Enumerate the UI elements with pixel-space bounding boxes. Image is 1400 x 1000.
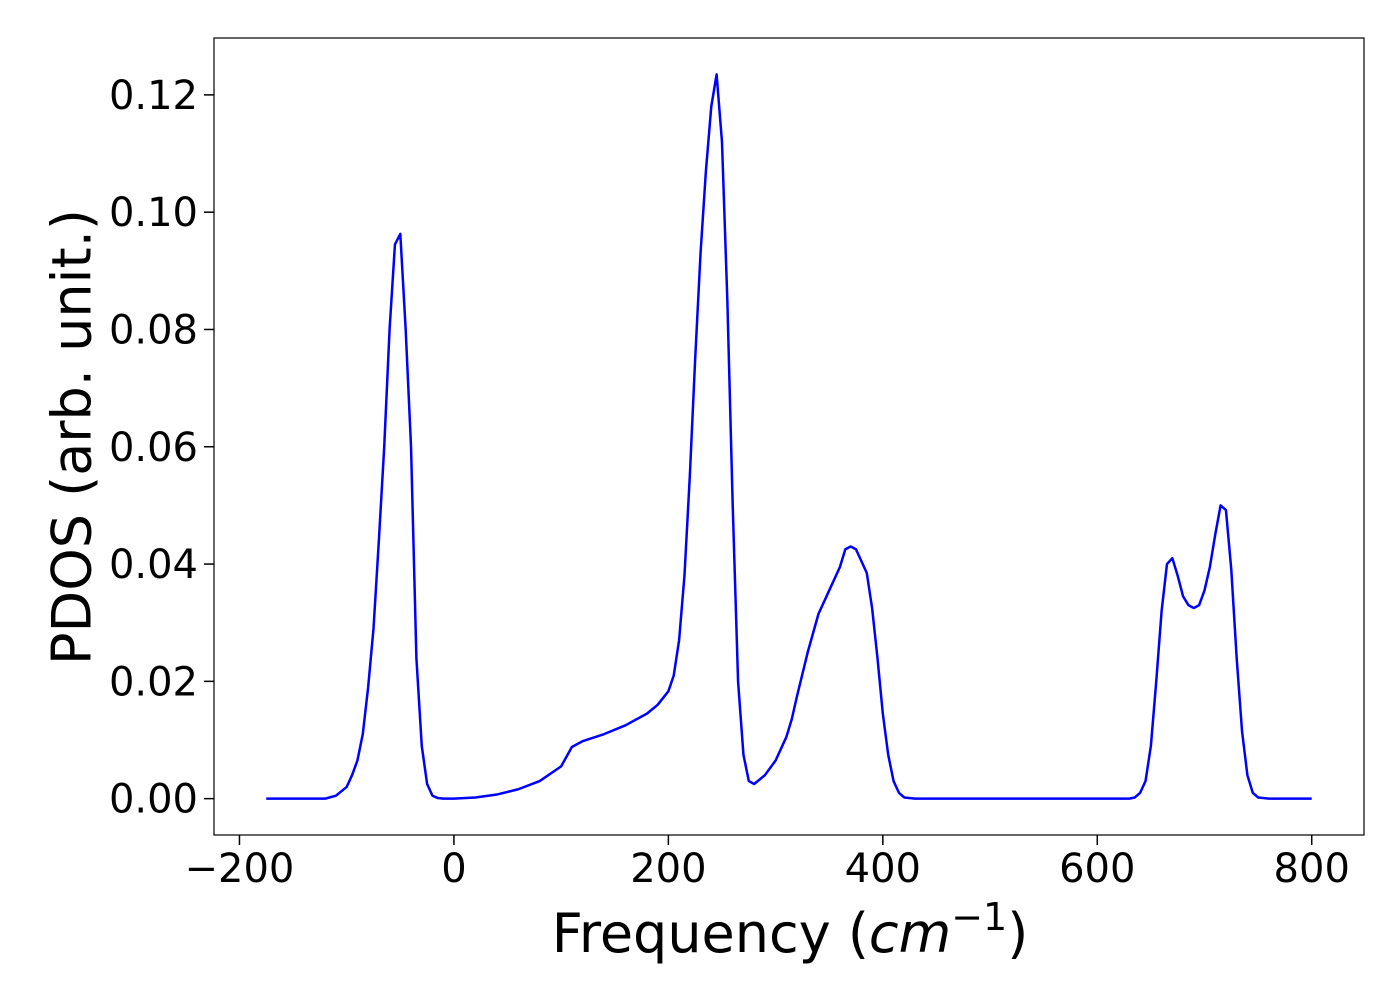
y-tick-label: 0.00 <box>109 777 198 823</box>
x-tick-label: 400 <box>845 846 921 892</box>
y-axis-label: PDOS (arb. unit.) <box>41 209 104 665</box>
y-tick-label: 0.02 <box>109 659 198 705</box>
x-tick-label: −200 <box>185 846 295 892</box>
y-tick-label: 0.12 <box>109 73 198 119</box>
x-tick-label: 0 <box>441 846 466 892</box>
line-series <box>266 73 1312 800</box>
y-tick-label: 0.06 <box>109 425 198 471</box>
x-tick-label: 800 <box>1274 846 1350 892</box>
x-tick-label: 600 <box>1059 846 1135 892</box>
x-tick-label: 200 <box>630 846 706 892</box>
x-axis-label: Frequency (cm−1) <box>552 895 1029 965</box>
plot-frame <box>213 37 1365 836</box>
y-tick-label: 0.04 <box>109 542 198 588</box>
y-tick-label: 0.08 <box>109 307 198 353</box>
y-tick-label: 0.10 <box>109 190 198 236</box>
